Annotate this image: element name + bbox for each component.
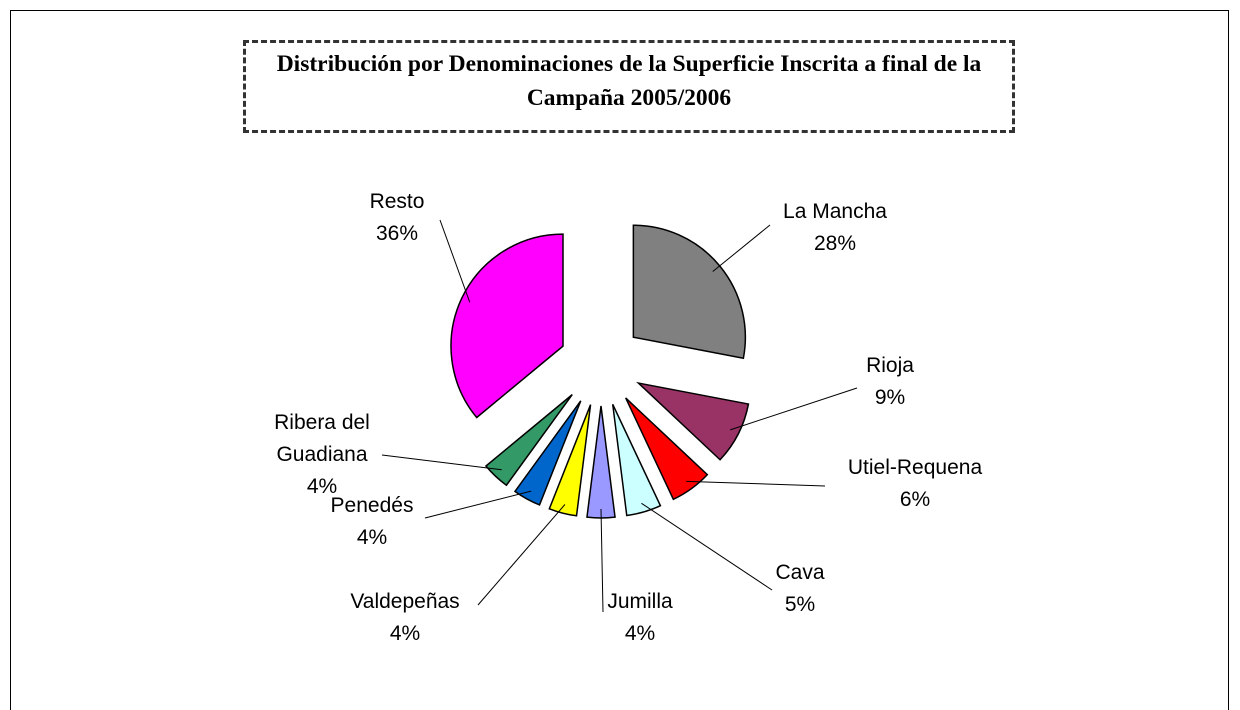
slice-name: Ribera del Guadiana bbox=[274, 411, 370, 466]
pie-slice bbox=[484, 394, 573, 487]
slice-percent: 4% bbox=[624, 622, 656, 645]
leader-line bbox=[477, 504, 566, 606]
slice-label: Penedés 4% bbox=[331, 490, 414, 554]
leader-line bbox=[686, 480, 826, 487]
leader-line bbox=[600, 509, 604, 613]
slice-percent: 9% bbox=[874, 386, 906, 409]
slice-label: Utiel-Requena 6% bbox=[848, 452, 982, 516]
leader-line bbox=[712, 224, 771, 272]
leader-line bbox=[641, 502, 773, 591]
slice-name: La Mancha bbox=[783, 200, 887, 223]
slice-name: Utiel-Requena bbox=[847, 456, 983, 479]
pie-slice bbox=[586, 405, 616, 519]
slice-name: Cava bbox=[775, 561, 825, 584]
slice-label: Rioja 9% bbox=[866, 350, 914, 414]
slice-percent: 28% bbox=[813, 232, 857, 255]
pie-slice bbox=[636, 381, 750, 461]
pie-slice bbox=[611, 404, 662, 517]
leader-line bbox=[439, 219, 471, 303]
pie-slice bbox=[625, 397, 709, 501]
pie-slice bbox=[632, 224, 747, 360]
slice-percent: 4% bbox=[356, 526, 388, 549]
slice-label: Ribera del Guadiana 4% bbox=[262, 407, 382, 503]
slice-name: Jumilla bbox=[607, 590, 673, 613]
slice-percent: 5% bbox=[784, 593, 816, 616]
title-box bbox=[243, 40, 1015, 133]
slice-label: Jumilla 4% bbox=[607, 586, 672, 650]
slice-label: Valdepeñas 4% bbox=[350, 586, 459, 650]
slice-percent: 36% bbox=[375, 222, 419, 245]
leader-line bbox=[730, 387, 858, 431]
pie-slice bbox=[450, 233, 564, 419]
slice-percent: 4% bbox=[389, 622, 421, 645]
chart-title: Distribución por Denominaciones de la Su… bbox=[276, 51, 982, 111]
slice-name: Valdepeñas bbox=[350, 590, 460, 613]
slice-name: Rioja bbox=[866, 354, 914, 377]
slice-percent: 4% bbox=[306, 475, 338, 498]
slice-label: Cava 5% bbox=[775, 557, 824, 621]
pie-slice bbox=[548, 404, 592, 517]
slice-label: La Mancha 28% bbox=[783, 196, 887, 260]
leader-line bbox=[424, 490, 532, 519]
pie-slice bbox=[513, 400, 582, 506]
leader-line bbox=[381, 454, 502, 471]
slice-label: Resto 36% bbox=[370, 186, 425, 250]
slice-name: Resto bbox=[369, 190, 425, 213]
slice-percent: 6% bbox=[899, 488, 931, 511]
slice-name: Penedés bbox=[330, 494, 414, 517]
chart-frame bbox=[10, 10, 1229, 710]
